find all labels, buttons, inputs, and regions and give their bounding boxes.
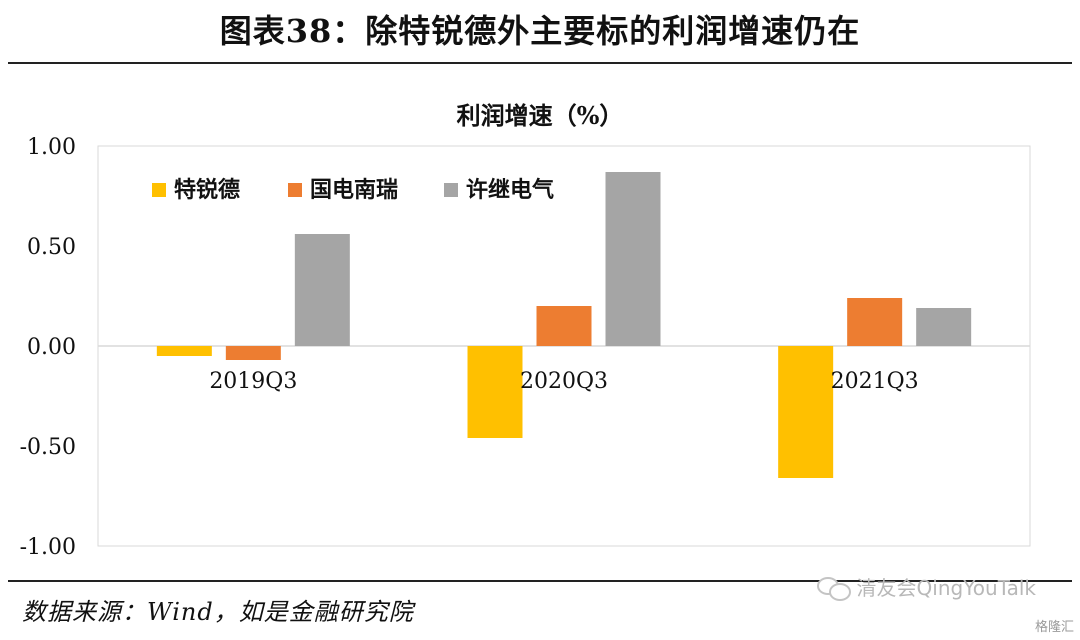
legend-label: 特锐德	[174, 177, 240, 203]
watermark-text: 清友会QingYouTalk	[856, 576, 1036, 600]
bar	[225, 346, 281, 360]
bottom-rule	[8, 580, 1072, 582]
x-tick-label: 2020Q3	[520, 369, 608, 394]
source-note: 数据来源：Wind，如是金融研究院	[22, 598, 414, 626]
y-tick-label: 0.00	[27, 335, 76, 360]
bar	[778, 346, 834, 478]
watermark: 清友会QingYouTalk	[816, 572, 1036, 601]
y-tick-label: -1.00	[20, 535, 76, 560]
legend-swatch	[288, 183, 302, 197]
y-tick-label: -0.50	[20, 435, 76, 460]
bar	[605, 172, 661, 346]
top-rule	[8, 62, 1072, 64]
legend-swatch	[152, 183, 166, 197]
corner-logo: 格隆汇	[1034, 620, 1074, 635]
bar	[467, 346, 523, 438]
bar	[536, 306, 592, 346]
figure-title: 图表38：除特锐德外主要标的利润增速仍在	[219, 12, 861, 50]
bar	[156, 346, 212, 356]
legend-label: 许继电气	[466, 177, 554, 203]
bar	[847, 298, 903, 346]
legend-label: 国电南瑞	[310, 178, 398, 203]
x-tick-label: 2021Q3	[831, 369, 919, 394]
legend-swatch	[444, 183, 458, 197]
wechat-icon	[816, 575, 851, 601]
bar	[916, 308, 972, 346]
y-tick-label: 1.00	[27, 135, 76, 160]
x-tick-label: 2019Q3	[209, 369, 297, 394]
chart-title: 利润增速（%）	[456, 101, 624, 130]
y-tick-label: 0.50	[27, 235, 76, 260]
bar	[294, 234, 350, 346]
